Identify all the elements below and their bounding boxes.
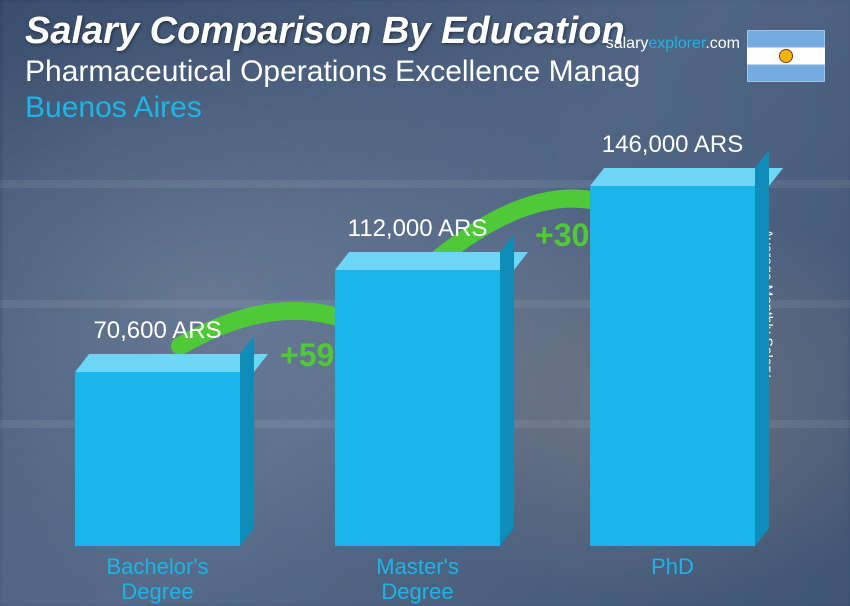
bar-chart: +59% +30% 70,600 ARSBachelor'sDegree112,… [0, 156, 810, 606]
argentina-flag-icon [747, 30, 825, 82]
bar-label-1: Master'sDegree [335, 554, 500, 605]
bar-label-2: PhD [590, 554, 755, 579]
bar-value-1: 112,000 ARS [335, 215, 500, 243]
brand-part1: salary [606, 35, 649, 52]
bar-2 [590, 186, 755, 546]
bar-1 [335, 270, 500, 546]
bar-group-2: 146,000 ARSPhD [590, 186, 755, 546]
bar-group-0: 70,600 ARSBachelor'sDegree [75, 372, 240, 546]
bar-label-0: Bachelor'sDegree [75, 554, 240, 605]
bar-value-0: 70,600 ARS [75, 317, 240, 345]
location-label: Buenos Aires [25, 91, 825, 125]
subtitle: Pharmaceutical Operations Excellence Man… [25, 55, 825, 89]
bar-0 [75, 372, 240, 546]
brand-part3: .com [705, 35, 740, 52]
header: Salary Comparison By Education Pharmaceu… [25, 10, 825, 125]
bar-group-1: 112,000 ARSMaster'sDegree [335, 270, 500, 546]
brand-part2: explorer [648, 35, 705, 52]
bar-value-2: 146,000 ARS [590, 131, 755, 159]
brand-logo: salaryexplorer.com [606, 35, 740, 53]
